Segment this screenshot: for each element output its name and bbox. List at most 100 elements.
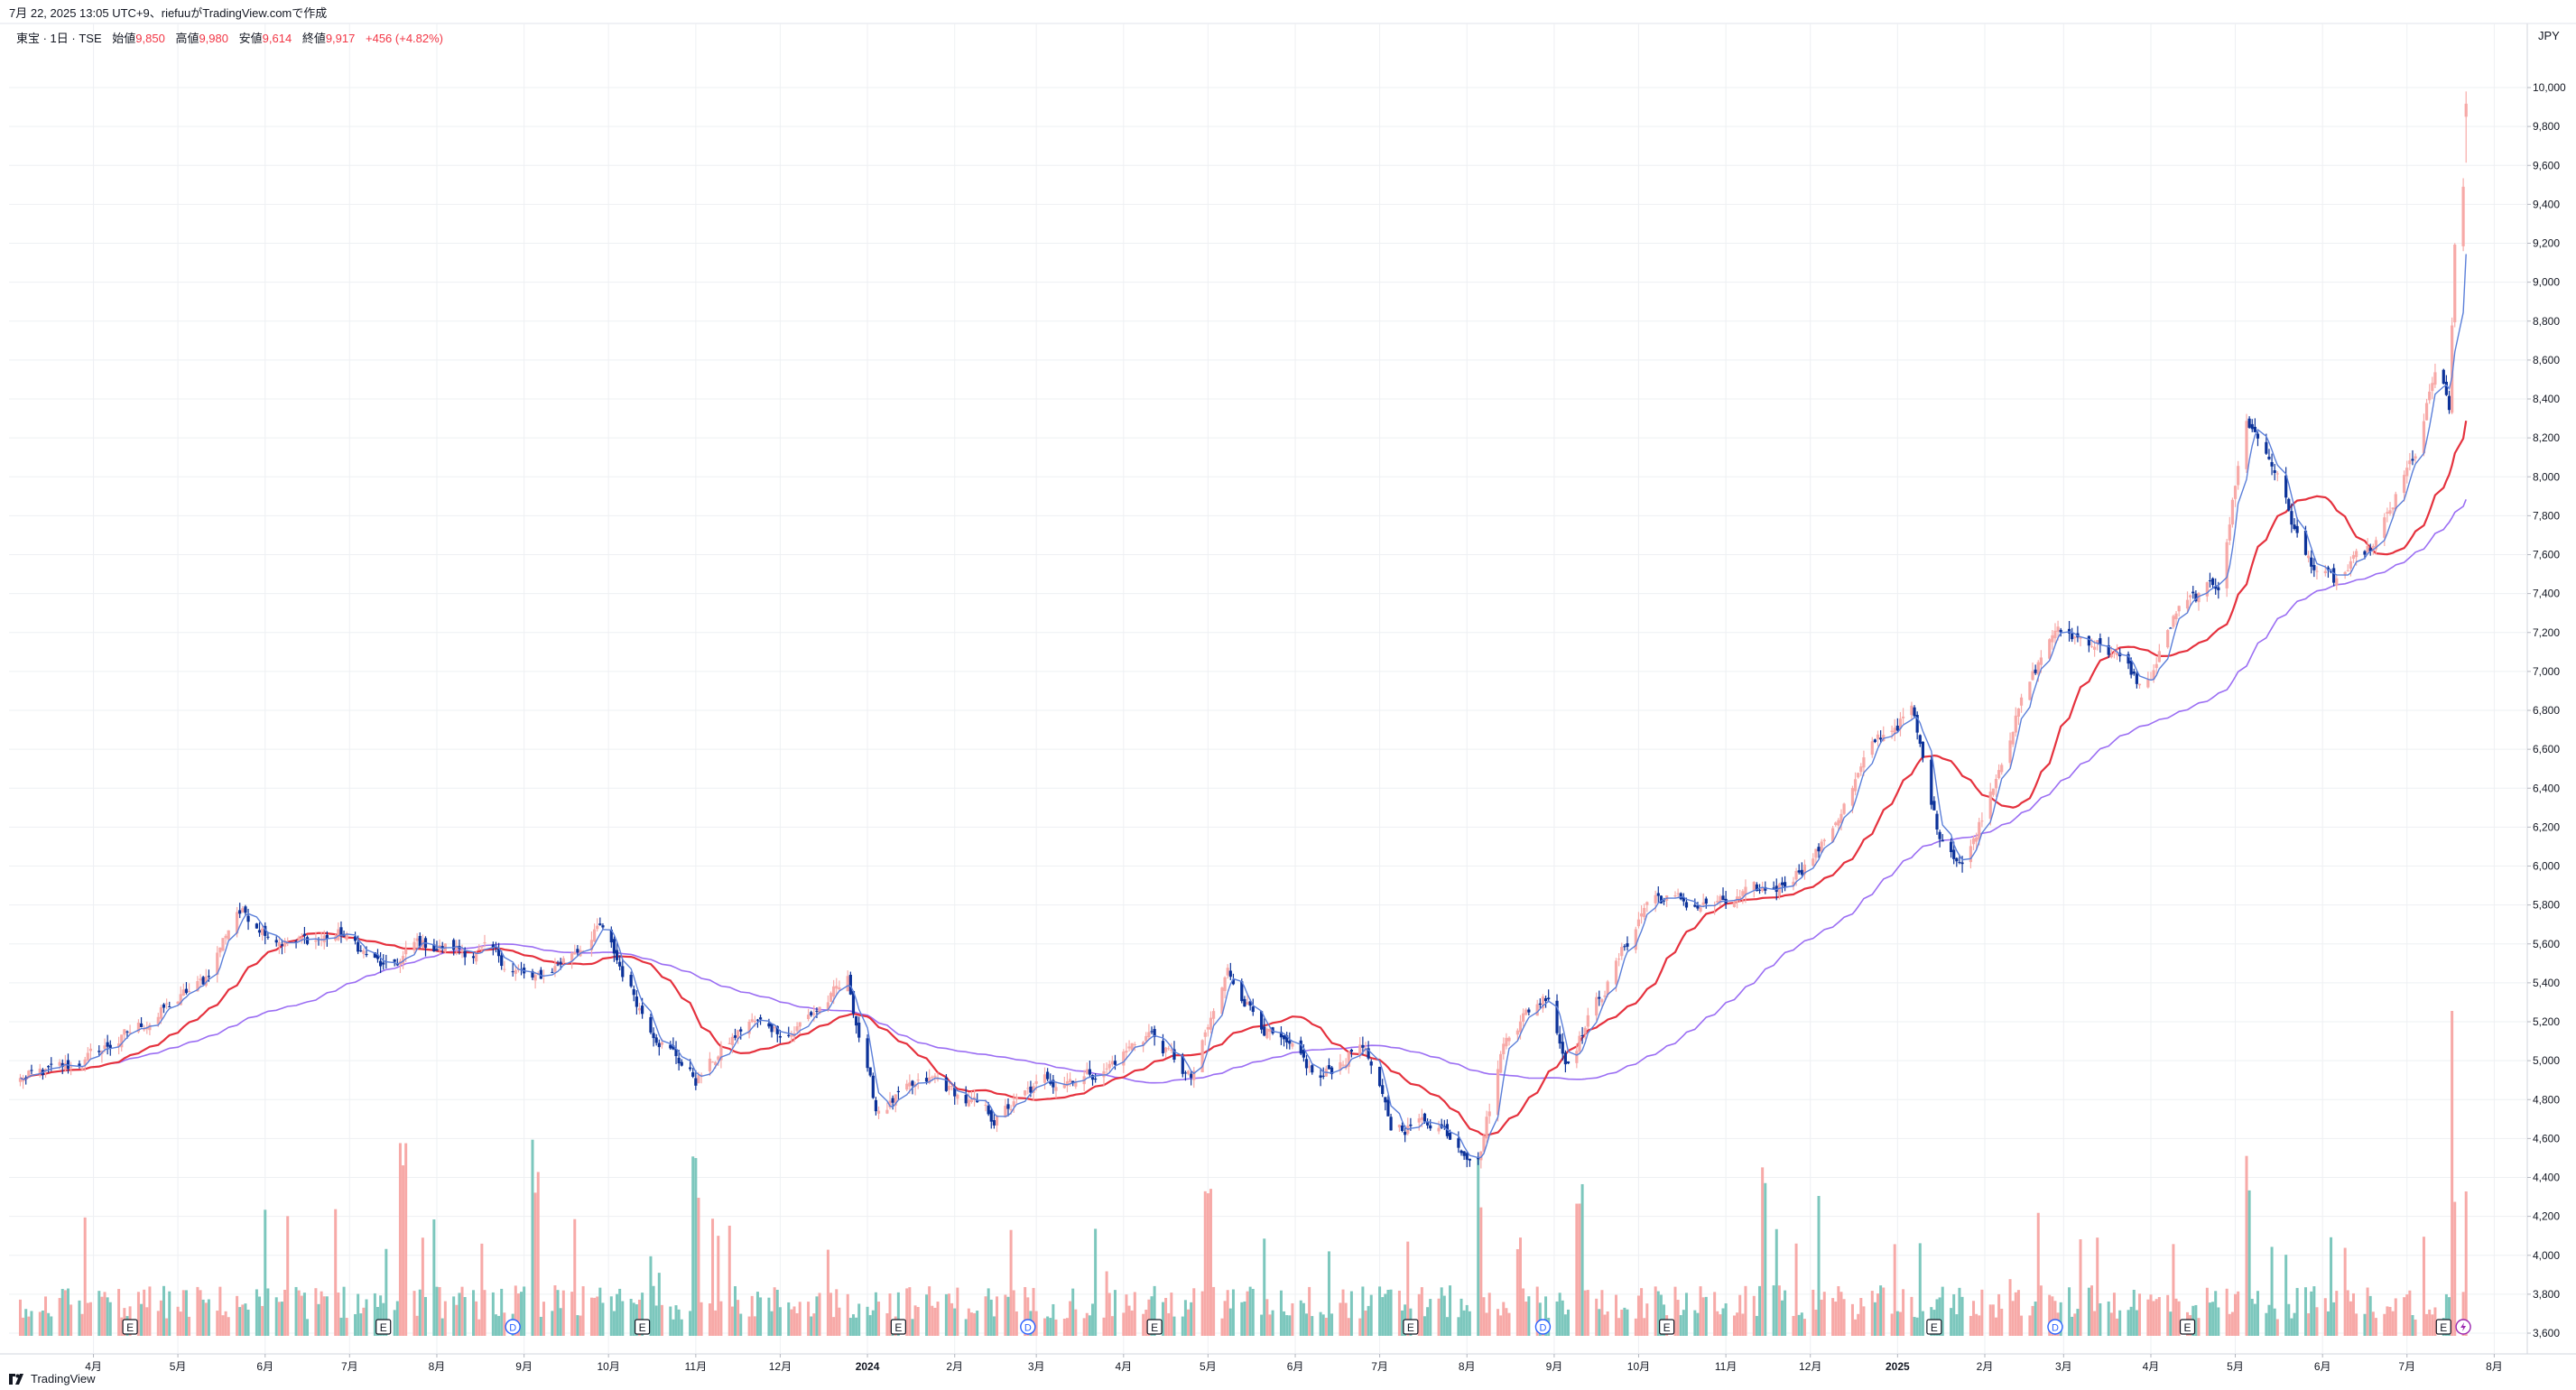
volume-bar	[1558, 1293, 1561, 1336]
close-label: 終値	[301, 32, 326, 45]
earnings-marker-icon[interactable]	[635, 1319, 651, 1335]
candle-body	[885, 1109, 889, 1114]
volume-bar	[168, 1291, 171, 1336]
volume-bar	[1437, 1298, 1441, 1336]
candle-body	[1797, 870, 1801, 873]
candle-body	[471, 956, 476, 959]
candle-body	[2329, 571, 2333, 573]
earnings-marker-icon[interactable]	[2435, 1319, 2451, 1335]
volume-bar	[1980, 1289, 1984, 1336]
volume-bar	[629, 1299, 633, 1336]
earnings-marker-icon[interactable]	[1659, 1319, 1675, 1335]
candle-body	[835, 986, 839, 989]
volume-bar	[944, 1293, 948, 1336]
candle-body	[1487, 1111, 1491, 1117]
volume-bar	[2214, 1291, 2218, 1336]
candle-body	[2228, 524, 2231, 541]
candle-body	[1457, 1138, 1460, 1148]
candle-body	[1361, 1044, 1365, 1048]
earnings-marker-icon[interactable]	[1926, 1319, 1942, 1335]
earnings-marker-icon[interactable]	[2179, 1319, 2196, 1335]
candle-body	[1955, 857, 1959, 862]
volume-bar	[100, 1296, 104, 1336]
candle-body	[503, 968, 506, 970]
volume-bar	[44, 1296, 48, 1336]
volume-bar	[1794, 1243, 1798, 1336]
symbol-label[interactable]: 東宝 · 1日 · TSE	[16, 32, 102, 45]
dividend-marker-icon[interactable]	[1020, 1319, 1036, 1335]
candle-body	[1547, 997, 1551, 1000]
candle-body	[1015, 1097, 1018, 1100]
candle-body	[1682, 897, 1685, 902]
volume-bar	[1617, 1318, 1621, 1336]
footer-brand[interactable]: TradingView	[31, 1372, 96, 1385]
volume-bar	[1223, 1301, 1227, 1336]
earnings-marker-icon[interactable]	[890, 1319, 906, 1335]
candle-body	[1090, 1074, 1095, 1080]
price-tick-label: 5,400	[2533, 977, 2560, 989]
earnings-marker-letter: E	[1931, 1321, 1938, 1334]
volume-bar	[1941, 1286, 1944, 1336]
volume-bar	[973, 1312, 977, 1336]
high-value: 9,980	[199, 32, 228, 45]
volume-bar	[637, 1299, 641, 1336]
time-tick-label: 5月	[2227, 1360, 2244, 1373]
candle-body	[1505, 1037, 1508, 1047]
volume-bar	[2107, 1301, 2110, 1336]
candle-body	[1800, 869, 1803, 875]
candle-body	[1462, 1151, 1466, 1156]
volume-bar	[2293, 1312, 2296, 1336]
earnings-marker-icon[interactable]	[1146, 1319, 1163, 1335]
dividend-marker-icon[interactable]	[2047, 1319, 2063, 1335]
earnings-marker-icon[interactable]	[375, 1319, 392, 1335]
volume-bar	[1515, 1248, 1519, 1336]
candle-body	[2185, 599, 2190, 609]
volume-bar	[258, 1296, 262, 1336]
volume-bar	[1814, 1310, 1818, 1336]
price-tick-label: 6,600	[2533, 743, 2560, 755]
dividend-marker-icon[interactable]	[505, 1319, 521, 1335]
candle-body	[1240, 981, 1244, 1002]
candle-body	[2366, 545, 2369, 552]
candle-body	[553, 966, 557, 972]
candle-body	[1857, 773, 1860, 778]
candle-body	[117, 1043, 121, 1047]
candle-body	[1541, 996, 1545, 1009]
candle-body	[1482, 1136, 1486, 1152]
candle-body	[1656, 893, 1660, 896]
volume-bar	[1643, 1318, 1646, 1336]
time-tick-label: 11月	[1715, 1360, 1737, 1373]
volume-bar	[1144, 1310, 1148, 1336]
tradingview-logo-icon	[9, 1373, 23, 1385]
volume-bar	[933, 1307, 937, 1336]
candle-body	[1479, 1151, 1483, 1161]
candle-body	[2169, 627, 2173, 629]
candle-body	[1873, 739, 1876, 743]
candle-body	[1949, 841, 1953, 853]
volume-bar	[1442, 1295, 1446, 1336]
volume-bar	[2355, 1313, 2358, 1336]
candle-body	[944, 1078, 948, 1091]
candle-body	[1543, 997, 1548, 1002]
candle-body	[221, 938, 225, 951]
candle-body	[868, 1067, 872, 1076]
volume-bar	[1231, 1289, 1235, 1336]
candle-body	[1935, 813, 1939, 829]
price-tick-label: 3,600	[2533, 1327, 2560, 1339]
candle-body	[2444, 382, 2448, 395]
candle-body	[854, 1015, 858, 1026]
earnings-marker-icon[interactable]	[122, 1319, 138, 1335]
candle-body	[956, 1094, 959, 1099]
time-tick-label: 7月	[2398, 1360, 2415, 1373]
candle-body	[2051, 635, 2054, 643]
earnings-marker-icon[interactable]	[1403, 1319, 1419, 1335]
volume-bar	[261, 1305, 264, 1336]
volume-bar	[236, 1295, 239, 1336]
candle-body	[2059, 629, 2062, 633]
volume-bar	[83, 1217, 87, 1336]
volume-bar	[1203, 1191, 1207, 1336]
dividend-marker-icon[interactable]	[1534, 1319, 1552, 1335]
candle-body	[1774, 885, 1778, 893]
volume-bar	[1069, 1301, 1072, 1336]
